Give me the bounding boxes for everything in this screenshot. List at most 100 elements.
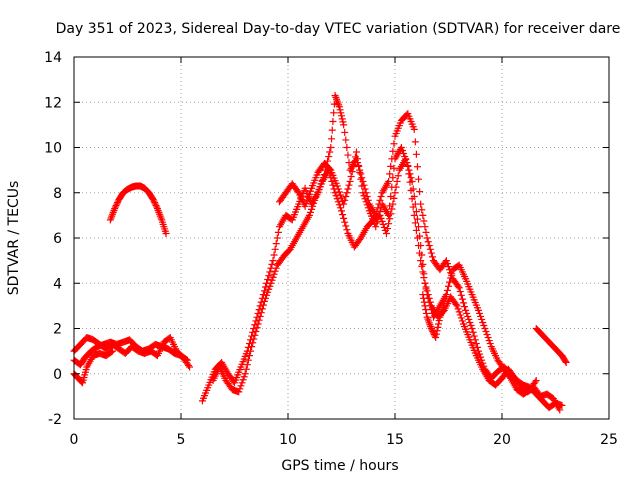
data-point [435, 317, 443, 325]
data-point [424, 238, 432, 246]
data-point [474, 306, 482, 314]
data-point [249, 339, 257, 347]
data-point [238, 379, 246, 387]
data-point [335, 188, 343, 196]
data-point [412, 150, 420, 158]
data-point [264, 275, 272, 283]
data-point [184, 361, 192, 369]
data-point [305, 211, 313, 219]
data-point [264, 288, 272, 296]
data-point [357, 175, 365, 183]
data-point [339, 211, 347, 219]
data-point [294, 187, 302, 195]
data-point [302, 199, 310, 207]
data-point [326, 165, 334, 173]
data-point [338, 115, 346, 123]
data-point [410, 125, 418, 133]
data-point [310, 199, 318, 207]
data-point [387, 193, 395, 201]
data-point [259, 301, 267, 309]
data-point [413, 215, 421, 223]
data-point [393, 177, 401, 185]
data-point [352, 148, 360, 156]
data-point [426, 245, 434, 253]
data-point [447, 274, 455, 282]
data-point [484, 334, 492, 342]
data-point [400, 150, 408, 158]
data-point [265, 272, 273, 280]
data-point [389, 147, 397, 155]
y-tick-label: 14 [44, 50, 62, 66]
data-point [151, 199, 159, 207]
data-point [364, 204, 372, 212]
data-point [337, 109, 345, 117]
data-point [374, 215, 382, 223]
data-point [455, 308, 463, 316]
data-point [385, 220, 393, 228]
data-point [248, 343, 256, 351]
data-point [343, 189, 351, 197]
data-point [416, 188, 424, 196]
data-point [422, 228, 430, 236]
data-point [250, 335, 258, 343]
data-point [452, 300, 460, 308]
data-point [255, 316, 263, 324]
data-point [377, 193, 385, 201]
data-point [266, 268, 274, 276]
series-track-3 [70, 347, 117, 387]
data-point [362, 198, 370, 206]
data-point [263, 291, 271, 299]
data-point [457, 291, 465, 299]
data-point [464, 312, 472, 320]
data-point [345, 181, 353, 189]
data-point [376, 208, 384, 216]
series-track-5 [198, 91, 566, 412]
data-point [418, 206, 426, 214]
x-axis-label: GPS time / hours [281, 458, 398, 474]
x-tick-label: 20 [493, 432, 511, 448]
series-track-8 [419, 291, 448, 342]
data-point [113, 200, 121, 208]
data-point [386, 170, 394, 178]
data-point [476, 309, 484, 317]
data-point [419, 211, 427, 219]
data-point [442, 291, 450, 299]
data-point [434, 323, 442, 331]
data-point [114, 199, 122, 207]
data-point [433, 327, 441, 335]
data-point [346, 177, 354, 185]
data-point [415, 175, 423, 183]
data-point [390, 140, 398, 148]
data-point [385, 177, 393, 185]
data-point [462, 306, 470, 314]
data-point [467, 321, 475, 329]
data-point [443, 260, 451, 268]
data-point [379, 220, 387, 228]
data-point [186, 363, 194, 371]
data-point [413, 234, 421, 242]
data-point [111, 203, 119, 211]
data-point [461, 303, 469, 311]
data-point [386, 202, 394, 210]
data-point [356, 168, 364, 176]
data-point [152, 202, 160, 210]
data-point [162, 229, 170, 237]
data-point [419, 291, 427, 299]
data-point [415, 242, 423, 250]
data-point [251, 331, 259, 339]
data-point [235, 388, 243, 396]
data-point [258, 305, 266, 313]
data-point [394, 172, 402, 180]
data-point [486, 340, 494, 348]
data-point [259, 291, 267, 299]
x-tick-label: 10 [279, 432, 297, 448]
data-point [344, 151, 352, 159]
y-tick-label: 8 [53, 186, 62, 202]
data-point [350, 158, 358, 166]
y-axis-label: SDTVAR / TECUs [6, 181, 22, 296]
data-point [418, 262, 426, 270]
data-point [262, 294, 270, 302]
data-point [376, 196, 384, 204]
y-tick-label: 2 [53, 322, 62, 338]
